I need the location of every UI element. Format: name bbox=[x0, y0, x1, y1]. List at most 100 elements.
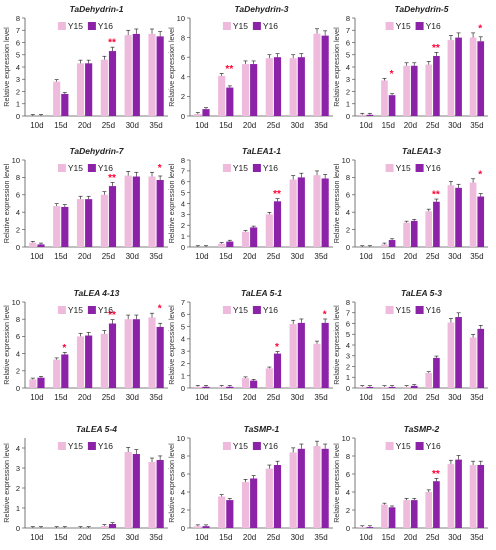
x-tick-label: 25d bbox=[102, 252, 115, 261]
bar-y15-25d bbox=[265, 58, 273, 116]
bar-y16-25d bbox=[108, 186, 117, 247]
legend-swatch-y15 bbox=[57, 22, 66, 30]
legend-label-y15: Y15 bbox=[68, 305, 83, 315]
bar-y15-20d bbox=[76, 199, 85, 247]
y-tick-label: 0 bbox=[181, 243, 185, 252]
bar-y16-25d bbox=[273, 353, 282, 388]
bar-y15-20d bbox=[403, 65, 410, 116]
x-tick-label: 25d bbox=[102, 121, 115, 130]
bar-y16-10d bbox=[366, 527, 374, 528]
bar-y16-30d bbox=[297, 57, 305, 116]
y-tick-label: 0 bbox=[346, 112, 350, 121]
y-tick-label: 4 bbox=[346, 341, 350, 350]
y-tick-label: 3 bbox=[346, 352, 350, 361]
bar-y16-20d bbox=[250, 64, 258, 116]
bar-y16-35d bbox=[321, 322, 329, 388]
bar-y15-30d bbox=[447, 185, 455, 247]
legend-label-y16: Y16 bbox=[426, 441, 441, 451]
x-tick-label: 35d bbox=[149, 533, 162, 542]
bar-y15-20d bbox=[241, 378, 250, 388]
y-tick-label: 8 bbox=[346, 298, 350, 307]
bar-y16-35d bbox=[156, 460, 164, 528]
y-axis-label: Relative expression level bbox=[332, 27, 341, 107]
bar-y15-25d bbox=[425, 492, 433, 528]
bar-y15-10d bbox=[29, 242, 37, 247]
x-tick-label: 15d bbox=[54, 121, 67, 130]
y-tick-label: 8 bbox=[181, 452, 185, 461]
y-tick-label: 10 bbox=[12, 298, 20, 307]
y-tick-label: 4 bbox=[181, 199, 185, 208]
bar-y16-25d bbox=[433, 201, 440, 247]
significance-marker: ** bbox=[432, 469, 440, 480]
y-tick-label: 7 bbox=[181, 167, 185, 176]
y-tick-label: 6 bbox=[346, 470, 350, 479]
panel-5: TaLEA1-3 Relative expression level 0 2 4 6 8 10… bbox=[332, 146, 488, 261]
x-tick-label: 25d bbox=[102, 533, 115, 542]
x-tick-label: 30d bbox=[291, 252, 304, 261]
y-tick-label: 0 bbox=[16, 384, 20, 393]
y-tick-label: 3 bbox=[16, 464, 20, 473]
bar-y15-30d bbox=[447, 40, 455, 116]
bar-y15-35d bbox=[469, 465, 477, 528]
legend-swatch-y15 bbox=[222, 306, 231, 314]
y-axis-label: Relative expression level bbox=[167, 163, 176, 243]
y-tick-label: 6 bbox=[181, 470, 185, 479]
y-tick-label: 2 bbox=[346, 506, 350, 515]
bar-y15-25d bbox=[100, 194, 108, 247]
legend-label-y15: Y15 bbox=[68, 21, 83, 31]
legend-label-y16: Y16 bbox=[263, 441, 278, 451]
bar-y15-30d bbox=[289, 58, 297, 116]
bar-y15-15d bbox=[53, 206, 61, 247]
x-tick-label: 30d bbox=[126, 121, 139, 130]
legend-label-y16: Y16 bbox=[98, 305, 113, 315]
x-tick-label: 20d bbox=[78, 533, 91, 542]
y-tick-label: 8 bbox=[346, 173, 350, 182]
bar-y16-25d bbox=[108, 51, 117, 117]
x-tick-label: 35d bbox=[314, 121, 327, 130]
bar-y16-15d bbox=[226, 87, 234, 116]
x-tick-label: 10d bbox=[195, 393, 208, 402]
panel-title: TaLEA 5-4 bbox=[76, 424, 117, 434]
legend-swatch-y15 bbox=[222, 22, 231, 30]
x-tick-label: 25d bbox=[267, 533, 280, 542]
bar-y15-15d bbox=[381, 244, 388, 247]
x-tick-label: 15d bbox=[219, 533, 232, 542]
bar-y15-30d bbox=[447, 322, 455, 388]
bar-y16-30d bbox=[297, 448, 305, 528]
x-tick-label: 35d bbox=[470, 121, 483, 130]
y-tick-label: 6 bbox=[181, 310, 185, 319]
bar-y16-30d bbox=[297, 177, 305, 247]
panel-6: TaLEA 4-13 Relative expression level 0 2 4 6 8… bbox=[2, 288, 168, 402]
legend-swatch-y15 bbox=[222, 442, 231, 450]
bar-y16-35d bbox=[477, 41, 485, 116]
legend-label-y15: Y15 bbox=[233, 21, 248, 31]
legend-swatch-y16 bbox=[252, 22, 261, 30]
bar-y16-30d bbox=[455, 37, 462, 116]
panel-title: TaSMP-1 bbox=[244, 424, 280, 434]
bar-y15-30d bbox=[124, 175, 132, 247]
x-tick-label: 20d bbox=[404, 252, 417, 261]
bar-y15-15d bbox=[381, 504, 388, 528]
panel-title: TaDehydrin-7 bbox=[69, 146, 124, 156]
y-tick-label: 1 bbox=[346, 373, 350, 382]
bar-y16-35d bbox=[477, 196, 485, 247]
x-tick-label: 15d bbox=[382, 533, 395, 542]
x-tick-label: 20d bbox=[243, 252, 256, 261]
y-tick-label: 3 bbox=[346, 75, 350, 84]
panel-2: TaDehydrin-5 Relative expression level 0 1 2… bbox=[332, 4, 488, 130]
y-tick-label: 10 bbox=[177, 14, 185, 23]
bar-y16-30d bbox=[132, 454, 140, 528]
legend-label-y15: Y15 bbox=[233, 305, 248, 315]
x-tick-label: 15d bbox=[219, 121, 232, 130]
bar-y15-35d bbox=[148, 462, 156, 528]
x-tick-label: 25d bbox=[267, 393, 280, 402]
bar-y15-25d bbox=[100, 333, 108, 388]
y-tick-label: 10 bbox=[342, 156, 350, 165]
y-axis-label: Relative expression level bbox=[332, 443, 341, 523]
x-tick-label: 20d bbox=[78, 393, 91, 402]
y-tick-label: 2 bbox=[181, 359, 185, 368]
significance-marker: ** bbox=[432, 190, 440, 201]
legend-swatch-y16 bbox=[252, 164, 261, 172]
